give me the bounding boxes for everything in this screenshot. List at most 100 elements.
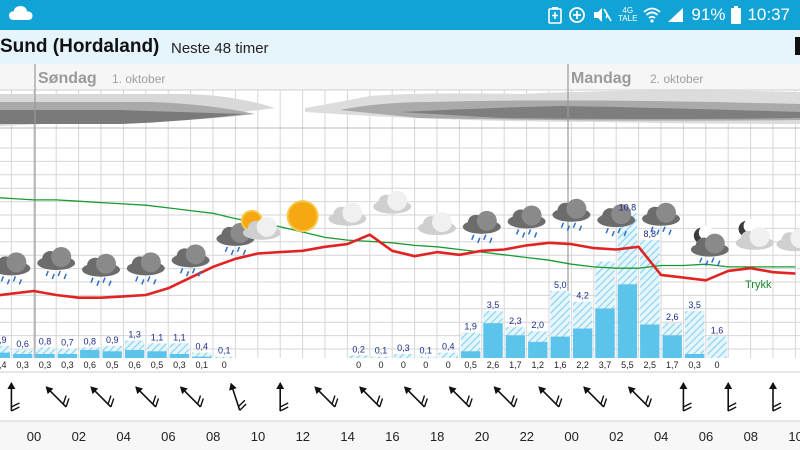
precip-value: 1,6 <box>554 360 567 370</box>
day-label-monday: Mandag <box>571 70 631 87</box>
precip-bar <box>12 353 33 358</box>
hour-label: 10 <box>251 429 265 444</box>
mute-icon <box>594 8 612 22</box>
hour-label: 00 <box>27 429 41 444</box>
hour-label: 00 <box>564 429 578 444</box>
precip-max-value: 0,7 <box>61 338 74 348</box>
precip-max-value: 3,5 <box>487 300 500 310</box>
rain-cloud-icon <box>0 252 31 285</box>
rain-cloud-icon <box>462 210 501 244</box>
wifi-icon <box>643 7 662 23</box>
precip-max-bar <box>214 356 234 358</box>
wind-arrow-icon <box>627 386 652 408</box>
precip-bar <box>460 351 481 358</box>
precip-bar <box>550 336 570 358</box>
hour-label: 20 <box>475 429 489 444</box>
hour-label: 12 <box>296 429 310 444</box>
precip-value: 0 <box>356 360 361 370</box>
rain-cloud-icon <box>82 253 120 286</box>
precip-value: 0,1 <box>196 360 209 370</box>
precip-value: 0,5 <box>106 360 119 370</box>
wind-arrow-icon <box>90 386 115 408</box>
precip-max-bar <box>35 347 55 358</box>
rain-cloud-icon <box>552 198 591 232</box>
location-title: Sund (Hordaland) <box>0 36 160 57</box>
precip-bar <box>102 351 122 358</box>
precip-max-value: 0,8 <box>39 336 52 346</box>
status-bar: 4G TALE 91% 10:37 <box>0 0 800 30</box>
sun-icon <box>286 200 319 233</box>
precip-max-bar <box>684 311 705 358</box>
precip-value: 0 <box>423 360 428 370</box>
wind-arrow-icon <box>538 386 563 408</box>
wind-arrow-icon <box>724 382 737 412</box>
precip-max-bar <box>57 348 78 358</box>
precip-value: 0,6 <box>84 360 97 370</box>
wind-arrow-icon <box>179 386 204 408</box>
rain-cloud-icon <box>597 204 636 237</box>
precip-bar <box>662 335 682 358</box>
hour-label: 02 <box>609 429 623 444</box>
cloud-cover-band <box>0 110 245 124</box>
hour-label: 16 <box>385 429 399 444</box>
data-saver-icon <box>569 7 585 23</box>
pressure-label: Trykk <box>745 279 772 291</box>
battery-saver-icon <box>548 7 562 24</box>
precip-value: 2,6 <box>487 360 500 370</box>
wind-arrow-icon <box>135 386 160 408</box>
precip-value: 0,5 <box>151 360 164 370</box>
precip-max-value: 2,6 <box>666 312 679 322</box>
precip-value: 0 <box>378 360 383 370</box>
precip-max-value: 2,0 <box>532 320 545 330</box>
precip-bar <box>617 284 638 358</box>
precip-value: 0,3 <box>61 360 74 370</box>
hour-label: 06 <box>161 429 175 444</box>
precip-max-value: 0,1 <box>375 346 388 356</box>
network-bottom: TALE <box>618 14 638 23</box>
precip-bar <box>192 356 212 358</box>
rain-cloud-icon <box>126 252 165 285</box>
precip-max-value: 1,6 <box>711 326 724 336</box>
date-label-monday: 2. oktober <box>650 72 703 86</box>
wind-arrow-icon <box>276 382 289 412</box>
precip-max-value: 10,8 <box>619 202 637 212</box>
precip-max-value: 0,1 <box>218 346 231 356</box>
hour-label: 22 <box>520 429 534 444</box>
precip-max-bar <box>12 349 33 358</box>
precip-max-bar <box>0 345 10 358</box>
wind-arrow-icon <box>403 386 428 408</box>
cloud-notification-icon <box>9 6 33 20</box>
cloud-icon <box>373 190 412 214</box>
precip-bar <box>124 349 145 358</box>
hour-label: 04 <box>654 429 668 444</box>
precip-max-value: 1,3 <box>128 330 141 340</box>
precip-max-value: 1,1 <box>173 332 186 342</box>
precip-value: 0,5 <box>464 360 477 370</box>
hour-label: 08 <box>206 429 220 444</box>
precip-bar <box>147 351 167 358</box>
precip-max-bar <box>192 352 212 358</box>
menu-edge-icon[interactable] <box>795 37 800 55</box>
precip-bar <box>80 349 100 358</box>
precip-value: 1,7 <box>509 360 522 370</box>
precip-max-bar <box>707 336 727 358</box>
precip-max-value: 1,9 <box>464 322 477 332</box>
precip-value: 0,3 <box>688 360 701 370</box>
precip-max-value: 0,3 <box>397 343 410 353</box>
wind-arrow-icon <box>769 382 782 412</box>
night-cloud-icon <box>735 218 774 250</box>
temperature-line <box>0 233 796 299</box>
forecast-period: Neste 48 timer <box>171 40 269 57</box>
cloud-icon <box>776 228 800 252</box>
precip-max-value: 0,4 <box>442 342 455 352</box>
precip-bar <box>0 352 10 358</box>
wind-arrow-icon <box>359 386 384 408</box>
pressure-line <box>0 197 796 269</box>
precip-value: 1,2 <box>532 360 545 370</box>
wind-arrow-icon <box>493 386 518 408</box>
precip-value: 1,7 <box>666 360 679 370</box>
precip-value: 0 <box>446 360 451 370</box>
precip-value: 0,3 <box>16 360 29 370</box>
network-type-icon: 4G TALE <box>618 7 637 23</box>
precip-bar <box>572 328 593 358</box>
